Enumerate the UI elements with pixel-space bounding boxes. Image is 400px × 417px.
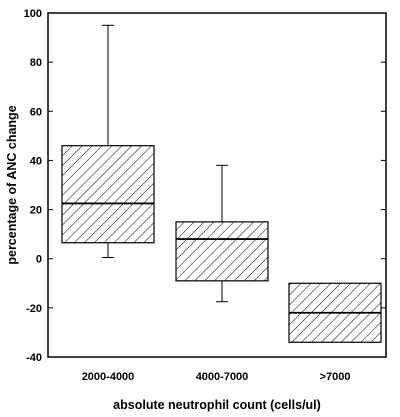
y-tick-label: 100 [24, 8, 42, 20]
y-tick-label: 80 [30, 57, 42, 69]
x-axis-title: absolute neutrophil count (cells/ul) [113, 398, 321, 412]
y-axis-title: percentage of ANC change [5, 105, 19, 264]
y-axis: -40 -20 0 20 40 60 80 100 [24, 8, 386, 364]
x-tick-label: >7000 [320, 371, 351, 383]
y-tick-label: 0 [36, 254, 42, 266]
y-tick-label: 20 [30, 205, 42, 217]
x-axis: 2000-4000 4000-7000 >7000 [82, 371, 351, 383]
y-tick-label: 60 [30, 106, 42, 118]
box-3 [288, 282, 382, 343]
box-2 [175, 164, 269, 303]
boxes [61, 24, 382, 343]
y-tick-label: -40 [26, 352, 42, 364]
y-tick-label: -20 [26, 303, 42, 315]
box-1 [61, 24, 155, 258]
plot-frame [47, 12, 387, 358]
iqr-box [175, 221, 269, 282]
x-tick-label: 2000-4000 [82, 371, 135, 383]
x-tick-label: 4000-7000 [196, 371, 249, 383]
iqr-box [61, 145, 155, 244]
y-tick-label: 40 [30, 155, 42, 167]
